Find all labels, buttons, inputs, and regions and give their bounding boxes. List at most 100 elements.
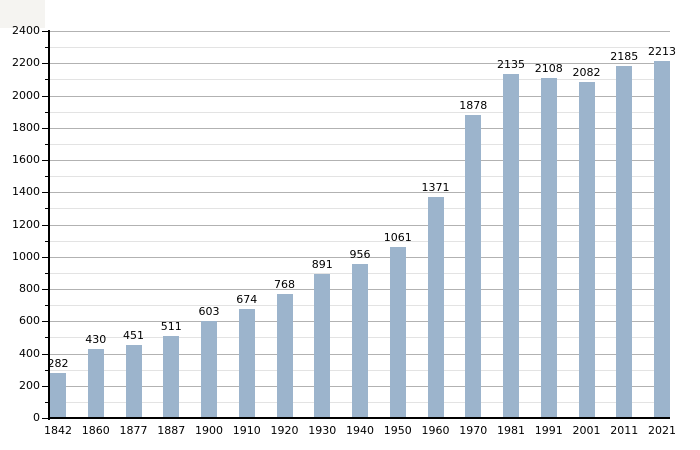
y-tick-1200 xyxy=(42,224,48,226)
y-tick-100 xyxy=(45,401,48,403)
bar-1910 xyxy=(238,309,255,418)
y-tick-2200 xyxy=(42,63,48,65)
y-tick-label-400: 400 xyxy=(19,346,40,360)
bar-value-label-1940: 956 xyxy=(349,247,371,261)
y-tick-1700 xyxy=(45,143,48,145)
bar-1887 xyxy=(163,335,180,418)
bar-1842 xyxy=(50,372,66,418)
x-tick-label-1887: 1887 xyxy=(157,424,186,437)
y-tick-400 xyxy=(42,353,48,355)
major-gridline-2000 xyxy=(50,95,670,97)
x-tick-label-2011: 2011 xyxy=(610,424,639,437)
major-gridline-1800 xyxy=(50,127,670,129)
major-gridline-1600 xyxy=(50,160,670,161)
x-tick-label-1842: 1842 xyxy=(44,424,72,437)
plot-area: 282 430 451 511 603 674 768 891 956 1061 1371 1878 2… xyxy=(12,25,676,424)
x-tick-label-1910: 1910 xyxy=(232,424,261,437)
bar-value-label-1970: 1878 xyxy=(459,99,488,113)
y-tick-1500 xyxy=(45,176,48,178)
y-tick-label-200: 200 xyxy=(19,378,40,392)
bar-1860 xyxy=(87,348,104,418)
y-tick-900 xyxy=(45,272,48,274)
major-gridline-1000 xyxy=(50,256,670,258)
bar-value-label-1950: 1061 xyxy=(383,230,412,244)
minor-gridline-1300 xyxy=(50,208,670,210)
bar-value-label-1991: 2108 xyxy=(534,62,563,76)
bar-1950 xyxy=(389,246,406,418)
minor-gridline-2100 xyxy=(50,79,670,81)
bar-value-label-1860: 430 xyxy=(85,332,107,346)
bar-value-label-2011: 2185 xyxy=(610,49,639,63)
x-tick-label-1930: 1930 xyxy=(308,424,337,437)
bar-value-label-1920: 768 xyxy=(274,278,295,292)
major-gridline-2200 xyxy=(50,63,670,65)
bar-value-label-1900: 603 xyxy=(198,304,220,318)
minor-gridline-1100 xyxy=(50,240,670,242)
y-axis-line xyxy=(48,30,50,420)
y-tick-1100 xyxy=(45,240,48,242)
y-tick-2400 xyxy=(42,31,48,32)
y-tick-0 xyxy=(42,418,48,419)
x-tick-label-1877: 1877 xyxy=(119,424,148,437)
y-tick-label-0: 0 xyxy=(33,411,40,424)
minor-gridline-1900 xyxy=(50,111,670,113)
major-gridline-2400 xyxy=(50,31,670,32)
bar-value-label-1842: 282 xyxy=(47,356,69,370)
y-tick-800 xyxy=(42,289,48,290)
y-tick-label-2400: 2400 xyxy=(12,24,40,37)
x-tick-label-2021: 2021 xyxy=(648,424,676,437)
x-tick-label-1940: 1940 xyxy=(346,424,374,437)
bar-value-label-1877: 451 xyxy=(123,329,144,343)
y-tick-2300 xyxy=(45,47,48,49)
x-tick-label-1981: 1981 xyxy=(497,424,525,437)
bar-1940 xyxy=(352,263,368,418)
y-tick-label-2200: 2200 xyxy=(12,56,40,70)
y-tick-2000 xyxy=(42,95,48,97)
y-tick-label-1000: 1000 xyxy=(12,249,40,263)
y-tick-1900 xyxy=(45,111,48,113)
y-tick-1400 xyxy=(42,192,48,194)
x-tick-label-2001: 2001 xyxy=(572,424,601,437)
bar-1981 xyxy=(503,73,519,418)
bar-2001 xyxy=(578,82,595,418)
y-tick-1600 xyxy=(42,160,48,161)
bar-1900 xyxy=(201,320,217,418)
y-tick-1300 xyxy=(45,208,48,210)
bar-value-label-1981: 2135 xyxy=(497,57,525,71)
y-tick-300 xyxy=(45,369,48,371)
y-tick-500 xyxy=(45,337,48,339)
major-gridline-1200 xyxy=(50,224,670,226)
corner-artifact xyxy=(0,0,45,28)
y-tick-label-1200: 1200 xyxy=(12,217,40,231)
bar-value-label-1910: 674 xyxy=(236,293,258,307)
bar-value-label-1960: 1371 xyxy=(421,180,450,194)
y-tick-2100 xyxy=(45,79,48,81)
bar-2021 xyxy=(654,61,670,418)
x-tick-label-1860: 1860 xyxy=(81,424,110,437)
bar-value-label-2021: 2213 xyxy=(648,45,676,59)
y-tick-label-1400: 1400 xyxy=(12,185,40,199)
bar-1877 xyxy=(125,345,142,418)
y-tick-1000 xyxy=(42,256,48,258)
major-gridline-1400 xyxy=(50,192,670,194)
bar-value-label-2001: 2082 xyxy=(572,66,601,80)
bar-2011 xyxy=(616,65,633,418)
x-tick-label-1950: 1950 xyxy=(383,424,412,437)
bar-1930 xyxy=(314,274,331,418)
bar-1960 xyxy=(427,196,444,418)
bar-1920 xyxy=(276,294,293,418)
y-tick-600 xyxy=(42,321,48,323)
y-tick-label-600: 600 xyxy=(19,314,40,328)
x-tick-label-1960: 1960 xyxy=(421,424,450,437)
minor-gridline-1500 xyxy=(50,176,670,178)
y-tick-1800 xyxy=(42,127,48,129)
y-tick-label-1600: 1600 xyxy=(12,153,40,166)
bar-1970 xyxy=(465,115,482,418)
y-tick-label-800: 800 xyxy=(19,282,40,295)
x-tick-label-1920: 1920 xyxy=(270,424,299,437)
x-tick-label-1991: 1991 xyxy=(534,424,563,437)
minor-gridline-2300 xyxy=(50,47,670,49)
bar-value-label-1930: 891 xyxy=(311,258,333,272)
y-tick-label-2000: 2000 xyxy=(12,88,40,102)
